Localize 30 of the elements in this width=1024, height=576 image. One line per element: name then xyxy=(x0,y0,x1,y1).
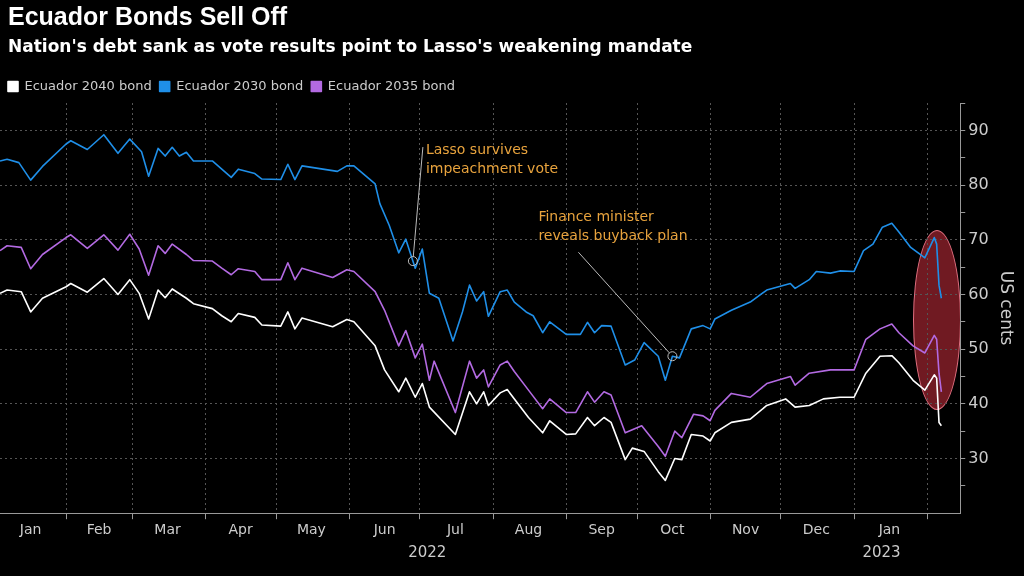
x-tick-label: Jul xyxy=(445,521,464,538)
x-tick-label: Sep xyxy=(588,521,615,538)
x-tick-label: May xyxy=(296,521,326,538)
y-tick-label: 30 xyxy=(968,447,989,467)
legend-label: Ecuador 2030 bond xyxy=(176,77,304,93)
legend-label: Ecuador 2035 bond xyxy=(327,77,455,93)
chart-title: Ecuador Bonds Sell Off xyxy=(8,2,288,31)
legend-label: Ecuador 2040 bond xyxy=(24,77,152,93)
text: 2023 xyxy=(862,543,901,562)
x-tick-label: Oct xyxy=(660,521,686,538)
x-tick-label: Mar xyxy=(154,521,181,538)
y-tick-label: 40 xyxy=(968,392,989,412)
x-tick-label: Jan xyxy=(18,521,42,538)
x-tick-label: Jun xyxy=(372,521,396,538)
chart-subtitle: Nation's debt sank as vote results point to Lasso's weakening mandate xyxy=(8,36,693,56)
y-tick-label: 80 xyxy=(968,174,989,194)
y-tick-label: 50 xyxy=(968,338,989,358)
y-tick-label: 70 xyxy=(968,228,989,248)
x-tick-label: Apr xyxy=(228,521,253,538)
annotation: Finance minister reveals buyback plan xyxy=(538,207,688,243)
annotation: Lasso survives impeachment vote xyxy=(425,140,559,176)
y-tick-label: 60 xyxy=(968,283,989,303)
x-tick-label: Jan xyxy=(877,521,901,538)
x-tick-label: Dec xyxy=(802,521,830,538)
text: 2022 xyxy=(408,543,447,562)
x-tick-label: Nov xyxy=(731,521,760,538)
y-tick-label: 90 xyxy=(968,119,989,139)
x-tick-label: Feb xyxy=(86,521,112,538)
x-tick-label: Aug xyxy=(514,521,543,538)
y-axis-title: US cents xyxy=(997,270,1018,346)
